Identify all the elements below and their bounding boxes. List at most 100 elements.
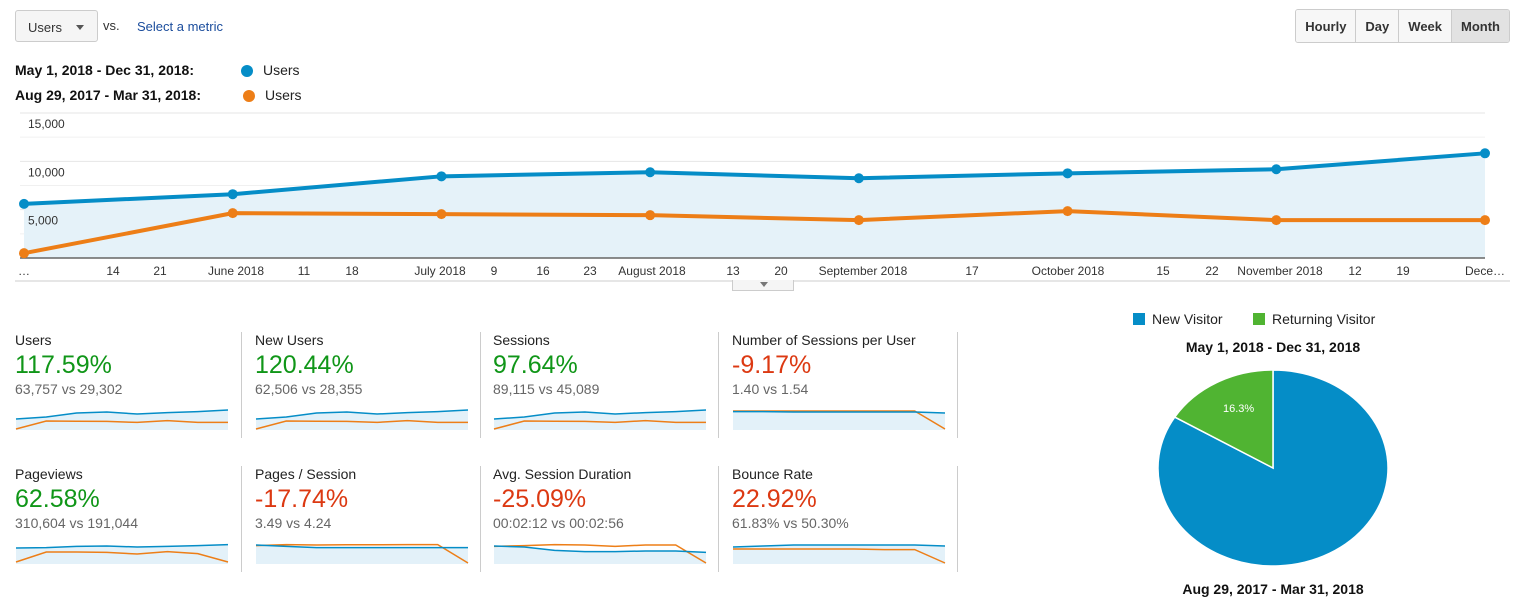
legend-series-label: Users bbox=[263, 62, 300, 78]
data-point[interactable] bbox=[19, 198, 29, 209]
legend-range-label: Aug 29, 2017 - Mar 31, 2018: bbox=[15, 87, 201, 103]
tile-change-percent: 22.92% bbox=[732, 485, 817, 513]
y-tick-label: 10,000 bbox=[28, 165, 65, 179]
legend-new-visitor: New Visitor bbox=[1152, 311, 1223, 327]
tile-change-percent: -17.74% bbox=[255, 485, 349, 513]
metric-tile-pages-session[interactable]: Pages / Session -17.74% 3.49 vs 4.24 bbox=[255, 466, 480, 576]
sparkline-previous bbox=[733, 548, 946, 564]
tile-divider bbox=[957, 466, 958, 572]
collapse-chart-toggle[interactable] bbox=[732, 280, 794, 291]
sparkline-current bbox=[15, 409, 229, 420]
metric-tile-avg-session-duration[interactable]: Avg. Session Duration -25.09% 00:02:12 v… bbox=[493, 466, 718, 576]
pie-slice-new-visitor[interactable] bbox=[1157, 369, 1389, 567]
granularity-toggle: Hourly Day Week Month bbox=[1295, 9, 1510, 43]
x-tick-label: 11 bbox=[298, 264, 311, 278]
data-point[interactable] bbox=[227, 208, 238, 219]
sparkline bbox=[255, 409, 469, 430]
metric-tile-pageviews[interactable]: Pageviews 62.58% 310,604 vs 191,044 bbox=[15, 466, 240, 576]
x-tick-label: November 2018 bbox=[1237, 264, 1323, 278]
metric-tile-bounce-rate[interactable]: Bounce Rate 22.92% 61.83% vs 50.30% bbox=[732, 466, 957, 576]
tile-divider bbox=[718, 332, 719, 438]
x-tick-label: 15 bbox=[1156, 264, 1170, 278]
tile-title: Pageviews bbox=[15, 466, 83, 482]
data-point[interactable] bbox=[645, 210, 656, 221]
sparkline-previous bbox=[493, 543, 707, 564]
data-point[interactable] bbox=[1271, 215, 1282, 226]
metric-tile-sessions[interactable]: Sessions 97.64% 89,115 vs 45,089 bbox=[493, 332, 718, 442]
data-point[interactable] bbox=[853, 215, 864, 226]
pie-slice-label: 83.7% bbox=[1353, 572, 1384, 574]
y-tick-label: 15,000 bbox=[28, 117, 65, 131]
pie-subtitle: Aug 29, 2017 - Mar 31, 2018 bbox=[1182, 581, 1364, 597]
data-point[interactable] bbox=[853, 173, 864, 184]
legend-range-label: May 1, 2018 - Dec 31, 2018: bbox=[15, 62, 195, 78]
tile-change-percent: -9.17% bbox=[732, 351, 812, 379]
pie-slice-returning-visitor[interactable] bbox=[1173, 369, 1274, 470]
data-point[interactable] bbox=[1062, 206, 1073, 217]
sparkline-current bbox=[15, 543, 229, 549]
x-tick-label: 19 bbox=[1396, 264, 1410, 278]
metric-dropdown[interactable]: Users bbox=[15, 10, 98, 42]
x-tick-label: 13 bbox=[726, 264, 740, 278]
sparkline-area bbox=[16, 410, 228, 430]
sparkline-area bbox=[256, 545, 468, 564]
data-point[interactable] bbox=[645, 167, 656, 178]
tile-comparison: 63,757 vs 29,302 bbox=[15, 381, 123, 397]
sparkline-current bbox=[255, 409, 469, 420]
tile-title: New Users bbox=[255, 332, 324, 348]
tile-change-percent: 62.58% bbox=[15, 485, 100, 513]
legend-series-label: Users bbox=[265, 87, 302, 103]
series-line-0 bbox=[23, 151, 1486, 206]
sparkline-current bbox=[255, 544, 468, 549]
data-point[interactable] bbox=[19, 248, 29, 259]
sparkline-area bbox=[256, 410, 468, 430]
sparkline-area bbox=[16, 544, 228, 564]
x-tick-label: July 2018 bbox=[414, 264, 466, 278]
x-tick-label: 22 bbox=[1205, 264, 1219, 278]
data-point[interactable] bbox=[227, 189, 238, 200]
data-point[interactable] bbox=[1480, 148, 1490, 159]
x-tick-label: 14 bbox=[106, 264, 120, 278]
tile-divider bbox=[241, 466, 242, 572]
tile-change-percent: 117.59% bbox=[15, 351, 112, 379]
x-tick-label: August 2018 bbox=[618, 264, 686, 278]
data-point[interactable] bbox=[1480, 215, 1490, 226]
tile-comparison: 62,506 vs 28,355 bbox=[255, 381, 363, 397]
metric-tile-new-users[interactable]: New Users 120.44% 62,506 vs 28,355 bbox=[255, 332, 480, 442]
x-tick-label: 20 bbox=[774, 264, 788, 278]
x-tick-label: 18 bbox=[345, 264, 359, 278]
x-tick-label: 9 bbox=[491, 264, 498, 278]
series-dot-icon bbox=[243, 90, 255, 102]
legend-swatch-icon bbox=[1253, 313, 1265, 325]
metric-tile-number-of-sessions-per-user[interactable]: Number of Sessions per User -9.17% 1.40 … bbox=[732, 332, 957, 442]
tile-comparison: 61.83% vs 50.30% bbox=[732, 515, 849, 531]
chevron-down-icon bbox=[76, 25, 84, 30]
sparkline-previous bbox=[255, 419, 468, 430]
metric-tile-users[interactable]: Users 117.59% 63,757 vs 29,302 bbox=[15, 332, 240, 442]
select-metric-link[interactable]: Select a metric bbox=[137, 19, 223, 34]
sparkline bbox=[733, 410, 946, 430]
tile-divider bbox=[718, 466, 719, 572]
x-tick-label: 23 bbox=[583, 264, 597, 278]
week-button[interactable]: Week bbox=[1398, 10, 1452, 42]
tile-change-percent: -25.09% bbox=[493, 485, 587, 513]
data-point[interactable] bbox=[436, 171, 447, 182]
users-line-chart: 15,000 10,000 5,000 … 14 21 June 2018 11 18 July … bbox=[15, 112, 1510, 282]
day-button[interactable]: Day bbox=[1355, 10, 1399, 42]
tile-title: Pages / Session bbox=[255, 466, 357, 482]
sparkline bbox=[493, 409, 707, 430]
sparkline-area bbox=[494, 546, 706, 564]
hourly-button[interactable]: Hourly bbox=[1296, 10, 1356, 42]
tile-title: Avg. Session Duration bbox=[493, 466, 632, 482]
x-tick-label: 17 bbox=[965, 264, 979, 278]
data-point[interactable] bbox=[436, 209, 447, 220]
legend-swatch-icon bbox=[1133, 313, 1145, 325]
month-button[interactable]: Month bbox=[1451, 10, 1509, 42]
x-tick-label: October 2018 bbox=[1032, 264, 1105, 278]
x-tick-label: 16 bbox=[536, 264, 550, 278]
data-point[interactable] bbox=[1271, 164, 1282, 175]
legend-returning-visitor: Returning Visitor bbox=[1272, 311, 1376, 327]
data-point[interactable] bbox=[1062, 168, 1073, 179]
sparkline bbox=[732, 544, 946, 564]
tile-comparison: 3.49 vs 4.24 bbox=[255, 515, 332, 531]
